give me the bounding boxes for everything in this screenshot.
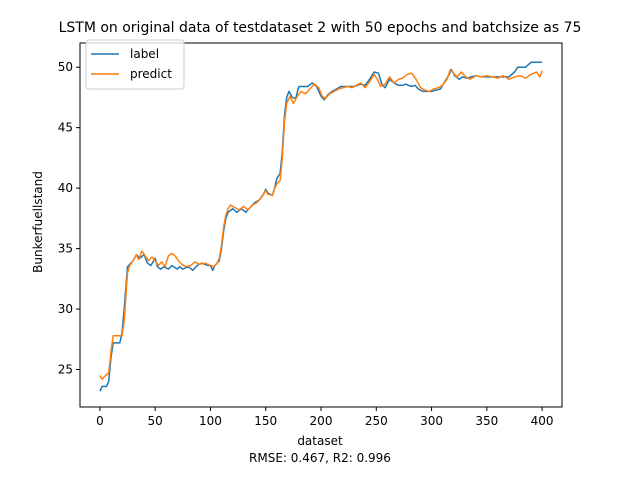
x-tick-label: 150 (254, 414, 277, 428)
x-tick-label: 0 (96, 414, 104, 428)
legend-label-label: label (130, 47, 159, 61)
x-tick-label: 100 (199, 414, 222, 428)
y-tick-label: 40 (58, 181, 73, 195)
y-axis-ticks: 25 30 35 40 45 50 (58, 60, 80, 377)
x-axis-label: dataset (297, 434, 343, 448)
y-tick-label: 30 (58, 302, 73, 316)
metrics-label: RMSE: 0.467, R2: 0.996 (249, 451, 391, 465)
y-axis-label: Bunkerfuellstand (31, 171, 45, 273)
x-tick-label: 50 (148, 414, 163, 428)
x-tick-label: 300 (420, 414, 443, 428)
series-line-predict (99, 68, 543, 380)
y-tick-label: 35 (58, 242, 73, 256)
legend: label predict (85, 39, 185, 90)
y-tick-label: 50 (58, 60, 73, 74)
plot-lines (99, 61, 543, 392)
y-tick-label: 45 (58, 121, 73, 135)
plot-frame (79, 42, 563, 408)
x-tick-label: 400 (531, 414, 554, 428)
legend-label-predict: predict (130, 67, 172, 81)
series-line-label (99, 61, 543, 392)
x-axis-ticks: 0 50 100 150 200 250 300 350 400 (96, 407, 554, 428)
x-tick-label: 350 (475, 414, 498, 428)
chart-title: LSTM on original data of testdataset 2 w… (59, 20, 582, 36)
y-tick-label: 25 (58, 363, 73, 377)
x-tick-label: 200 (310, 414, 333, 428)
legend-box (85, 39, 185, 90)
x-tick-label: 250 (365, 414, 388, 428)
